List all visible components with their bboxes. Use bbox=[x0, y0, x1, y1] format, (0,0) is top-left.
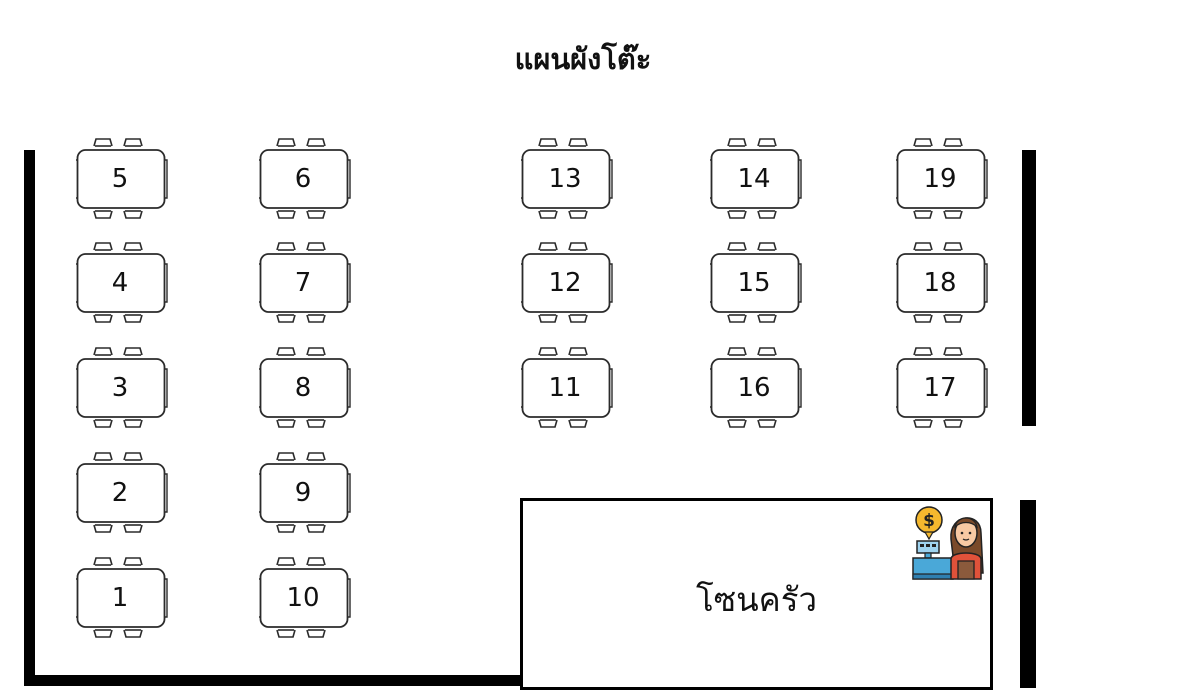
table-17[interactable]: 17 bbox=[896, 346, 988, 430]
table-icon bbox=[521, 242, 613, 323]
table-icon bbox=[896, 138, 988, 219]
table-number: 4 bbox=[111, 268, 129, 298]
table-icon bbox=[259, 452, 351, 533]
table-4[interactable]: 4 bbox=[76, 241, 168, 325]
svg-text:$: $ bbox=[923, 511, 935, 531]
table-icon bbox=[710, 347, 802, 428]
table-9[interactable]: 9 bbox=[259, 451, 351, 535]
table-number: 5 bbox=[111, 164, 129, 194]
table-icon bbox=[76, 347, 168, 428]
table-2[interactable]: 2 bbox=[76, 451, 168, 535]
table-19[interactable]: 19 bbox=[896, 137, 988, 221]
table-10[interactable]: 10 bbox=[259, 556, 351, 640]
table-16[interactable]: 16 bbox=[710, 346, 802, 430]
table-number: 1 bbox=[111, 583, 129, 613]
table-icon bbox=[76, 452, 168, 533]
table-number: 2 bbox=[111, 478, 129, 508]
table-icon bbox=[259, 242, 351, 323]
table-3[interactable]: 3 bbox=[76, 346, 168, 430]
table-icon bbox=[76, 557, 168, 638]
table-7[interactable]: 7 bbox=[259, 241, 351, 325]
right-wall-lower bbox=[1020, 500, 1036, 688]
table-number: 10 bbox=[286, 583, 320, 613]
table-5[interactable]: 5 bbox=[76, 137, 168, 221]
table-8[interactable]: 8 bbox=[259, 346, 351, 430]
table-icon bbox=[710, 138, 802, 219]
page-title: แผนผังโต๊ะ bbox=[514, 42, 652, 76]
table-icon bbox=[259, 347, 351, 428]
table-6[interactable]: 6 bbox=[259, 137, 351, 221]
table-11[interactable]: 11 bbox=[521, 346, 613, 430]
table-icon bbox=[259, 138, 351, 219]
table-icon bbox=[896, 347, 988, 428]
table-icon bbox=[76, 138, 168, 219]
table-number: 8 bbox=[294, 373, 312, 403]
table-number: 3 bbox=[111, 373, 129, 403]
table-icon bbox=[710, 242, 802, 323]
table-14[interactable]: 14 bbox=[710, 137, 802, 221]
table-icon bbox=[521, 347, 613, 428]
table-icon bbox=[521, 138, 613, 219]
table-number: 12 bbox=[548, 268, 582, 298]
kitchen-label: โซนครัว bbox=[695, 580, 817, 619]
table-number: 7 bbox=[294, 268, 312, 298]
table-15[interactable]: 15 bbox=[710, 241, 802, 325]
left-wall bbox=[24, 150, 35, 686]
table-13[interactable]: 13 bbox=[521, 137, 613, 221]
right-wall-upper bbox=[1022, 150, 1036, 426]
table-number: 19 bbox=[923, 164, 957, 194]
table-1[interactable]: 1 bbox=[76, 556, 168, 640]
table-icon bbox=[76, 242, 168, 323]
table-number: 18 bbox=[923, 268, 957, 298]
table-number: 15 bbox=[737, 268, 771, 298]
table-number: 16 bbox=[737, 373, 771, 403]
table-number: 14 bbox=[737, 164, 771, 194]
table-number: 11 bbox=[548, 373, 582, 403]
table-12[interactable]: 12 bbox=[521, 241, 613, 325]
table-number: 13 bbox=[548, 164, 582, 194]
cashier-icon: $ bbox=[912, 506, 984, 580]
table-number: 17 bbox=[923, 373, 957, 403]
table-icon bbox=[259, 557, 351, 638]
table-number: 6 bbox=[294, 164, 312, 194]
table-number: 9 bbox=[294, 478, 312, 508]
table-18[interactable]: 18 bbox=[896, 241, 988, 325]
kitchen-zone: โซนครัว $ bbox=[520, 498, 993, 690]
table-icon bbox=[896, 242, 988, 323]
bottom-wall bbox=[24, 675, 522, 686]
